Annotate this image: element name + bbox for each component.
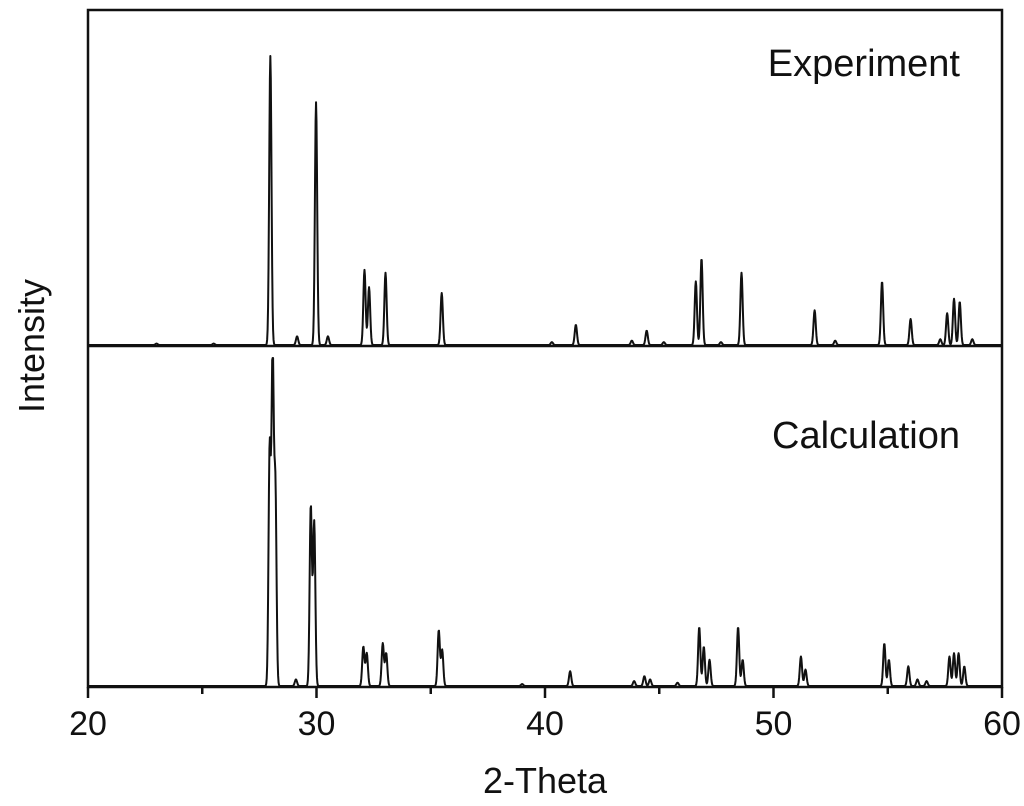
x-tick-label: 60	[983, 705, 1021, 743]
series-line-experiment	[87, 55, 1003, 346]
y-axis-title: Intensity	[11, 279, 52, 413]
x-ticks: 20 30 40 50 60	[69, 687, 1021, 743]
panel-label-calculation: Calculation	[772, 415, 960, 457]
x-tick-label: 40	[526, 705, 564, 743]
plot-frame	[86, 8, 1004, 689]
traces	[87, 55, 1003, 687]
x-tick-label: 50	[755, 705, 793, 743]
x-tick-label: 30	[298, 705, 336, 743]
series-line-calculation	[87, 357, 1003, 687]
panel-label-experiment: Experiment	[768, 43, 961, 85]
x-tick-label: 20	[69, 705, 107, 743]
x-axis-title: 2-Theta	[483, 760, 608, 801]
